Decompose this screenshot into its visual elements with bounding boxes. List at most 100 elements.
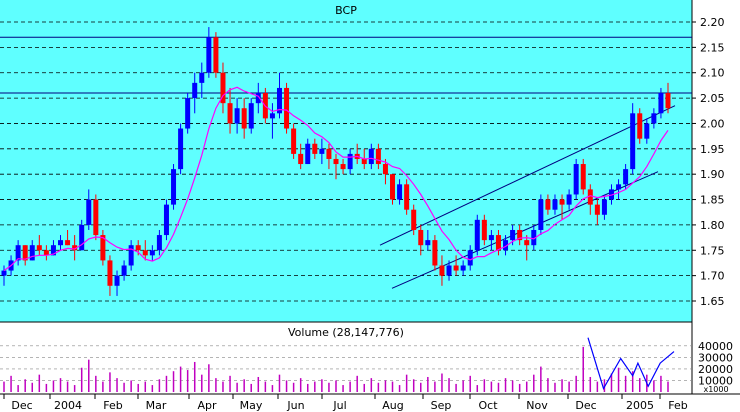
candle-body bbox=[368, 148, 374, 165]
candle-body bbox=[495, 235, 501, 251]
candle-body bbox=[86, 199, 92, 225]
candle-body bbox=[531, 229, 537, 246]
volume-tick-label: 20000 bbox=[698, 363, 733, 376]
candle-body bbox=[29, 245, 35, 261]
candle-body bbox=[199, 72, 205, 83]
candle-body bbox=[467, 250, 473, 266]
candle-body bbox=[227, 103, 233, 124]
candle-body bbox=[630, 113, 636, 170]
candle-body bbox=[665, 93, 671, 109]
x-tick-label: Oct bbox=[478, 399, 498, 412]
candle-body bbox=[107, 260, 113, 286]
candle-body bbox=[185, 98, 191, 129]
candle-body bbox=[206, 37, 212, 73]
candle-body bbox=[658, 93, 664, 114]
candle-body bbox=[284, 87, 290, 129]
y-tick-label: 1.85 bbox=[700, 194, 725, 207]
candle-body bbox=[375, 148, 381, 165]
resistance-levels bbox=[0, 36, 692, 94]
candle-body bbox=[58, 240, 64, 246]
candle-body bbox=[319, 148, 325, 154]
volume-scale-label: x1000 bbox=[703, 385, 728, 394]
candlestick-series bbox=[1, 27, 671, 296]
price-panel-background bbox=[0, 0, 692, 322]
candle-body bbox=[15, 245, 21, 261]
candle-body bbox=[298, 153, 304, 165]
candle-body bbox=[248, 103, 254, 129]
candle-body bbox=[637, 113, 643, 139]
candle-body bbox=[453, 265, 459, 271]
candle-body bbox=[178, 128, 184, 170]
volume-bars bbox=[3, 346, 669, 392]
candle-body bbox=[326, 148, 332, 159]
candle-body bbox=[559, 199, 565, 205]
candle-body bbox=[312, 143, 318, 154]
candle-body bbox=[616, 184, 622, 190]
candle-body bbox=[601, 199, 607, 215]
candle-body bbox=[149, 250, 155, 256]
candle-body bbox=[255, 93, 261, 104]
candle-body bbox=[510, 229, 516, 241]
x-tick-label: Feb bbox=[103, 399, 122, 412]
candle-body bbox=[587, 189, 593, 205]
candle-body bbox=[446, 265, 452, 276]
candle-body bbox=[241, 108, 247, 129]
candle-body bbox=[361, 158, 367, 165]
candle-body bbox=[36, 245, 42, 251]
y-tick-label: 1.75 bbox=[700, 244, 725, 257]
candle-body bbox=[566, 194, 572, 205]
candle-body bbox=[545, 199, 551, 210]
volume-tick-label: 10000 bbox=[698, 374, 733, 387]
candle-body bbox=[411, 209, 417, 230]
x-tick-label: May bbox=[240, 399, 263, 412]
candle-body bbox=[404, 184, 410, 210]
candle-body bbox=[439, 265, 445, 276]
x-tick-label: Nov bbox=[526, 399, 548, 412]
candle-body bbox=[43, 250, 49, 256]
price-y-tick-labels: 2.20 2.15 2.10 2.05 2.00 1.95 1.90 1.85 1.80 1.75… bbox=[692, 16, 725, 308]
candle-body bbox=[418, 229, 424, 246]
volume-tick-label: 40000 bbox=[698, 340, 733, 353]
x-tick-label: Dec bbox=[575, 399, 596, 412]
candle-body bbox=[50, 245, 56, 256]
y-tick-label: 1.80 bbox=[700, 219, 725, 232]
volume-tick-label: 30000 bbox=[698, 351, 733, 364]
candle-body bbox=[573, 164, 579, 195]
candle-body bbox=[538, 199, 544, 230]
y-tick-label: 1.65 bbox=[700, 295, 725, 308]
candle-body bbox=[503, 240, 509, 251]
x-tick-label: Sep bbox=[431, 399, 452, 412]
candle-body bbox=[305, 143, 311, 165]
candle-body bbox=[121, 265, 127, 276]
candle-body bbox=[517, 229, 523, 241]
y-tick-label: 1.90 bbox=[700, 168, 725, 181]
candle-body bbox=[156, 235, 162, 251]
candle-body bbox=[128, 245, 134, 266]
volume-overlay-line bbox=[587, 337, 675, 391]
candle-body bbox=[269, 113, 275, 119]
candle-body bbox=[425, 240, 431, 246]
y-tick-label: 2.05 bbox=[700, 92, 725, 105]
candle-body bbox=[552, 199, 558, 210]
candle-body bbox=[234, 108, 240, 124]
candle-body bbox=[213, 37, 219, 73]
x-tick-label: 2004 bbox=[54, 399, 82, 412]
candle-body bbox=[100, 235, 106, 261]
candle-body bbox=[488, 235, 494, 241]
y-tick-label: 2.20 bbox=[700, 16, 725, 29]
y-tick-label: 2.10 bbox=[700, 67, 725, 80]
candle-body bbox=[644, 123, 650, 139]
y-tick-label: 1.70 bbox=[700, 270, 725, 283]
x-tick-label: Dec bbox=[11, 399, 32, 412]
candle-body bbox=[79, 224, 85, 251]
candle-body bbox=[22, 245, 28, 261]
x-axis-ticks: Dec 2004 Feb Mar Apr May Jun Jul Aug Sep Oct Nov Dec… bbox=[3, 394, 688, 412]
candle-body bbox=[481, 219, 487, 241]
x-tick-label: 2005 bbox=[626, 399, 654, 412]
candle-body bbox=[580, 164, 586, 190]
x-tick-label: Mar bbox=[146, 399, 167, 412]
y-tick-label: 1.95 bbox=[700, 143, 725, 156]
moving-average-line bbox=[3, 86, 669, 272]
candle-body bbox=[594, 204, 600, 215]
